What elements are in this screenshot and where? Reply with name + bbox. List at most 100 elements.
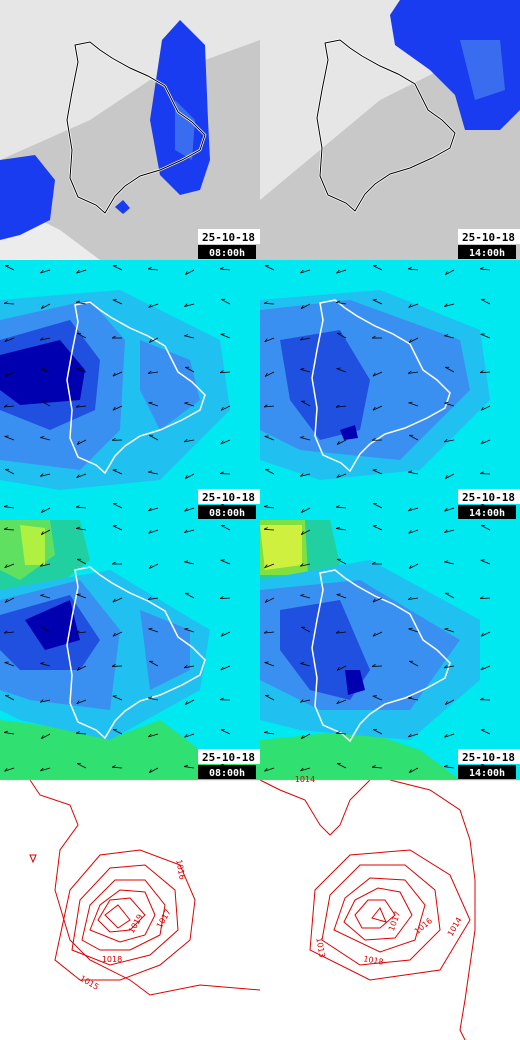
wind-arrow: [220, 405, 231, 411]
wind-arrow-head: [300, 269, 304, 274]
wind-arrow: [336, 699, 347, 705]
wind-arrow: [336, 594, 347, 599]
wind-arrow: [480, 299, 491, 305]
panel-wind-right: [260, 260, 520, 520]
time-label: 14:00h: [469, 768, 505, 779]
wind-arrow: [444, 335, 455, 339]
wind-arrow-head: [444, 401, 449, 404]
wind-arrow-head: [479, 370, 484, 374]
wind-arrow-head: [480, 632, 484, 637]
date-box: [458, 749, 520, 764]
wind-arrow: [3, 302, 15, 305]
wind-arrow-head: [219, 266, 224, 270]
wind-arrow: [148, 268, 159, 271]
wind-arrow: [264, 265, 275, 271]
wind-arrow: [301, 626, 311, 633]
wind-arrow: [184, 628, 195, 633]
wind-arrow-head: [76, 593, 81, 595]
wind-arrow: [301, 733, 311, 740]
wind-arrow: [372, 695, 383, 701]
wind-arrow-head: [148, 565, 152, 569]
wind-arrow-head: [371, 437, 376, 441]
wind-arrow: [264, 405, 275, 408]
wind-arrow: [444, 733, 455, 738]
wind-arrow: [336, 631, 347, 634]
wind-arrow-head: [183, 764, 188, 767]
wind-arrow-head: [444, 560, 449, 563]
wind-arrow: [112, 597, 123, 603]
wind-arrow: [76, 558, 87, 565]
wind-arrow-head: [4, 564, 8, 569]
wind-arrow-head: [300, 473, 304, 477]
wind-arrow: [408, 597, 419, 600]
wind-arrow: [300, 269, 311, 274]
wind-arrow-head: [336, 269, 340, 274]
wind-arrow: [112, 405, 123, 411]
wind-arrow: [184, 733, 195, 738]
wind-arrow-head: [408, 507, 412, 512]
wind-arrow-head: [299, 563, 304, 567]
wind-arrow: [148, 733, 159, 738]
wind-arrow-head: [220, 632, 224, 637]
wind-arrow: [40, 663, 51, 667]
wind-arrow-head: [148, 339, 152, 343]
wind-arrow: [408, 529, 419, 534]
wind-arrow: [220, 631, 231, 637]
wind-arrow-head: [148, 507, 152, 512]
wind-arrow-head: [408, 530, 412, 534]
wind-arrow: [480, 525, 491, 531]
wind-arrow-head: [76, 474, 80, 478]
wind-arrow: [76, 528, 87, 531]
wind-arrow: [264, 631, 275, 634]
wind-arrow-head: [40, 735, 44, 739]
wind-arrow-head: [264, 564, 268, 569]
wind-arrow-head: [147, 596, 152, 600]
panel-pressure-right: [259, 779, 476, 1040]
wind-arrow: [184, 402, 195, 407]
wind-arrow-head: [112, 598, 116, 603]
wind-arrow: [444, 628, 455, 633]
wind-arrow: [372, 299, 383, 305]
wind-arrow-head: [148, 470, 153, 473]
wind-arrow-head: [300, 368, 305, 370]
wind-arrow: [41, 400, 51, 407]
wind-arrow: [336, 439, 347, 445]
wind-arrow-head: [444, 627, 449, 630]
wind-arrow-head: [407, 596, 412, 600]
wind-arrow: [445, 473, 455, 480]
wind-arrow-head: [408, 696, 413, 699]
wind-arrow: [479, 597, 491, 600]
wind-arrow: [336, 301, 347, 305]
wind-arrow-head: [335, 731, 340, 734]
time-box: [198, 505, 256, 519]
wind-arrow: [480, 559, 491, 565]
wind-arrow: [219, 597, 231, 600]
wind-arrow: [264, 767, 275, 772]
panel-cloud-left: [0, 0, 260, 260]
wind-arrow: [4, 694, 15, 701]
wind-arrow: [112, 631, 123, 637]
wind-arrow-head: [184, 507, 188, 512]
wind-arrow-head: [75, 630, 80, 634]
wind-arrow-head: [3, 527, 8, 530]
time-box: [458, 245, 516, 259]
wind-arrow: [148, 628, 159, 633]
wind-arrow: [336, 506, 347, 509]
wind-arrow-head: [372, 598, 376, 603]
wind-arrow-head: [75, 505, 80, 508]
wind-arrow-head: [40, 531, 44, 535]
wind-arrow: [444, 402, 455, 407]
wind-arrow: [40, 699, 51, 703]
panel-cloud-right: [260, 0, 520, 260]
wind-arrow: [336, 368, 347, 373]
wind-arrow: [184, 766, 195, 769]
wind-arrow: [444, 507, 455, 512]
wind-arrow-head: [264, 768, 268, 772]
wind-arrow: [372, 597, 383, 603]
date-box: [198, 229, 260, 244]
wind-arrow-head: [336, 593, 341, 595]
wind-arrow: [408, 402, 419, 407]
wind-arrow: [264, 597, 275, 603]
wind-arrow-head: [407, 370, 412, 374]
wind-arrow-head: [300, 305, 304, 309]
